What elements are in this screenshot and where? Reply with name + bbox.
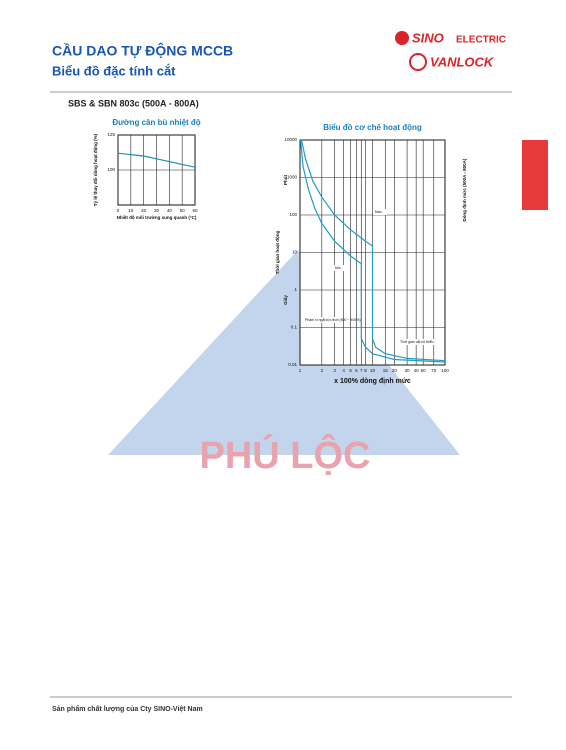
series-line xyxy=(117,152,196,168)
x-tick-label: 2 xyxy=(321,368,324,373)
annotation: Thời gian cắt tối thiểu xyxy=(400,339,434,344)
annotation: Min. xyxy=(335,266,342,270)
brand-electric: ELECTRIC xyxy=(456,35,506,46)
x-tick-label: 3 xyxy=(333,368,336,373)
y-tick-label: 0.01 xyxy=(288,362,297,367)
chart-title: Đường cân bù nhiệt độ xyxy=(112,118,200,127)
x-tick-label: 8 xyxy=(364,368,367,373)
y2-axis-label: Dòng định mức (500A - 800A) xyxy=(462,158,467,221)
x-axis-label: x 100% dòng định mức xyxy=(334,378,411,385)
x-tick-label: 6 xyxy=(355,368,358,373)
annotation-bg xyxy=(303,317,341,323)
unit-label: Giây xyxy=(283,295,288,305)
x-tick-label: 7 xyxy=(360,368,363,373)
x-tick-label: 40 xyxy=(414,368,420,373)
x-axis-label: Nhiệt độ môi trường xung quanh (°C) xyxy=(117,215,197,220)
y-tick-label: 100 xyxy=(289,212,297,217)
y-axis-label: Thời gian hoạt động xyxy=(275,231,280,275)
x-tick-label: 10 xyxy=(370,368,376,373)
x-tick-label: 5 xyxy=(349,368,352,373)
x-tick-label: 50 xyxy=(180,208,186,213)
side-tab xyxy=(522,140,548,210)
x-tick-label: 30 xyxy=(405,368,411,373)
annotation-bg xyxy=(333,265,347,271)
y-tick-label: 1000 xyxy=(287,175,298,180)
x-tick-label: 0 xyxy=(117,208,120,213)
unit-label: Phút xyxy=(283,175,288,185)
logo-icon xyxy=(409,53,427,71)
title: CẦU DAO TỰ ĐỘNG MCCB xyxy=(52,42,233,59)
watermark-shape xyxy=(108,250,460,455)
x-tick-label: 20 xyxy=(392,368,398,373)
subtitle: Biểu đồ đặc tính cắt xyxy=(52,63,176,78)
x-tick-label: 15 xyxy=(383,368,389,373)
annotation: Max. xyxy=(375,210,383,214)
brand-vanlock: VANLOCK xyxy=(430,54,495,69)
logo-icon xyxy=(395,31,409,45)
y-axis-label: Tỷ lệ thay đổi dòng hoạt động (%) xyxy=(92,133,98,206)
y-tick-label: 10000 xyxy=(284,137,297,142)
x-tick-label: 30 xyxy=(154,208,160,213)
annotation: Phạm vi ngắt tức thời (500 ~ 800%) xyxy=(305,317,361,322)
x-tick-label: 4 xyxy=(342,368,345,373)
x-tick-label: 100 xyxy=(441,368,449,373)
x-tick-label: 20 xyxy=(141,208,147,213)
brand-sino: SINO xyxy=(412,30,444,45)
annotation-bg xyxy=(373,209,387,215)
chart-title: Biểu đồ cơ chế hoạt động xyxy=(323,123,422,132)
annotation-bg xyxy=(398,339,438,345)
x-tick-label: 60 xyxy=(192,208,198,213)
x-tick-label: 1 xyxy=(299,368,302,373)
series-line xyxy=(300,139,446,362)
y-tick-label: 125 xyxy=(107,132,115,137)
x-tick-label: 70 xyxy=(431,368,437,373)
watermark: PHÚ LỘC xyxy=(200,432,371,477)
y-tick-label: 0.1 xyxy=(291,325,298,330)
footer: Sản phẩm chất lượng của Cty SINO-Việt Na… xyxy=(52,705,203,713)
series-line xyxy=(300,139,446,363)
y-tick-label: 10 xyxy=(292,250,298,255)
x-tick-label: 40 xyxy=(167,208,173,213)
x-tick-label: 10 xyxy=(128,208,134,213)
y-tick-label: 100 xyxy=(107,167,115,172)
section-title: SBS & SBN 803c (500A - 800A) xyxy=(68,98,199,108)
y-tick-label: 1 xyxy=(294,287,297,292)
x-tick-label: 50 xyxy=(421,368,427,373)
